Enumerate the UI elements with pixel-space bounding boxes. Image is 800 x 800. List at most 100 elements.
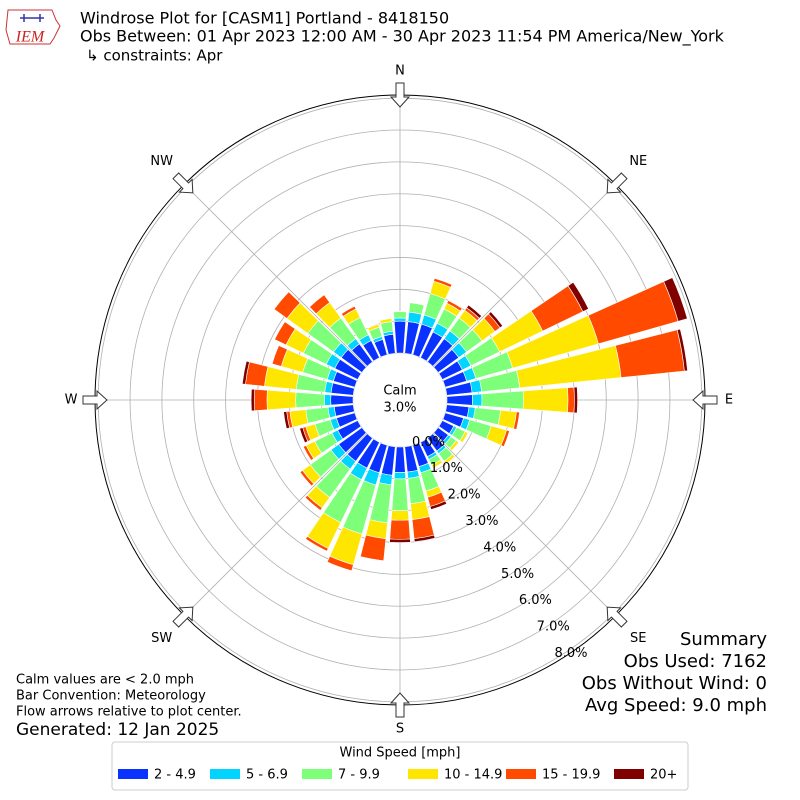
bar-segment: [446, 394, 473, 406]
bar-segment: [283, 411, 290, 430]
bar-segment: [299, 427, 309, 444]
bar-segment: [466, 304, 483, 319]
compass-label: W: [65, 393, 78, 408]
calm-label: Calm: [383, 384, 416, 399]
bar-segment: [330, 394, 354, 406]
legend-swatch: [302, 769, 332, 779]
compass-label: SE: [630, 631, 646, 646]
legend-swatch: [614, 769, 644, 779]
bar-segment: [410, 500, 430, 520]
grid-spoke: [184, 184, 368, 368]
compass-label: SW: [151, 631, 172, 646]
chart-title: Windrose Plot for [CASM1] Portland - 841…: [80, 9, 449, 28]
bar-segment: [497, 409, 517, 430]
bar-segment: [471, 393, 483, 407]
compass-arrow: [82, 389, 108, 411]
bar-segment: [393, 317, 407, 322]
legend: 2 - 4.9 5 - 6.9 7 - 9.9 10 - 14.9 15 - 19.9 2…: [118, 768, 677, 783]
legend-swatch: [118, 769, 148, 779]
legend-label: 15 - 19.9: [542, 768, 600, 783]
bar-segment: [434, 277, 453, 285]
bar-segment: [409, 302, 425, 306]
legend-swatch: [210, 769, 240, 779]
bar-segment: [676, 328, 688, 372]
logo-text: IEM: [15, 29, 46, 46]
summary: Obs Without Wind: 0: [582, 673, 767, 694]
note: Bar Convention: Meteorology: [16, 689, 206, 704]
bar-segment: [429, 500, 448, 510]
compass-arrow: [389, 692, 411, 718]
r-tick-label: 7.0%: [537, 620, 570, 635]
bar-segment: [367, 323, 379, 329]
note: Calm values are < 2.0 mph: [16, 673, 194, 688]
bar-segment: [273, 291, 289, 310]
r-tick-label: 1.0%: [430, 461, 463, 476]
r-tick-label: 6.0%: [519, 593, 552, 608]
summary: Summary: [680, 629, 767, 650]
calm-circle: [354, 354, 446, 446]
r-tick-label: 8.0%: [554, 646, 587, 661]
compass-arrow: [172, 172, 194, 194]
bar-segment: [411, 516, 435, 539]
bar-segment: [394, 446, 406, 473]
bar-segment: [615, 329, 685, 378]
legend-label: 20+: [650, 768, 677, 783]
legend-label: 2 - 4.9: [154, 768, 196, 783]
bar-segment: [359, 534, 387, 562]
calm-value: 3.0%: [383, 401, 416, 416]
r-tick-label: 5.0%: [501, 567, 534, 582]
bar-segment: [393, 471, 407, 480]
logo: IEM: [5, 9, 61, 46]
bar-segment: [522, 387, 569, 413]
grid-spoke: [432, 184, 616, 368]
bar-segment: [567, 281, 589, 313]
bar-segment: [289, 409, 309, 428]
bar-segment: [242, 360, 250, 385]
bar-segment: [481, 390, 524, 410]
compass-label: E: [725, 393, 733, 408]
bar-segment: [567, 386, 575, 414]
chart-subtitle: Obs Between: 01 Apr 2023 12:00 AM - 30 A…: [80, 27, 725, 47]
r-tick-label: 0.0%: [412, 435, 445, 450]
bar-segment: [393, 311, 407, 319]
logo-outline: [5, 9, 61, 45]
grid-spoke: [184, 432, 368, 616]
bar-segment: [250, 388, 255, 412]
bar-segment: [663, 277, 688, 322]
bar-segment: [390, 510, 410, 521]
compass-label: S: [396, 722, 404, 737]
generated: Generated: 12 Jan 2025: [16, 720, 219, 740]
legend-swatch: [408, 769, 438, 779]
summary: Obs Used: 7162: [624, 651, 767, 672]
bar-segment: [391, 478, 409, 512]
bar-segment: [360, 556, 384, 562]
note: Flow arrows relative to plot center.: [16, 705, 242, 720]
summary: Avg Speed: 9.0 mph: [585, 695, 767, 716]
bar-segment: [488, 311, 504, 329]
compass-arrow: [692, 389, 718, 411]
bar-segment: [573, 386, 578, 414]
logo-icon: [20, 14, 44, 22]
compass-label: NW: [150, 154, 173, 169]
bar-segment: [516, 412, 520, 430]
bar-segment: [295, 392, 325, 408]
bar-segment: [413, 534, 436, 543]
r-tick-label: 2.0%: [448, 488, 481, 503]
bar-segment: [389, 519, 411, 540]
r-tick-label: 3.0%: [465, 514, 498, 529]
compass-arrow: [172, 606, 194, 628]
bar-segment: [389, 538, 411, 543]
compass-label: N: [395, 64, 405, 79]
compass-arrow: [606, 606, 628, 628]
bar-segment: [299, 472, 312, 487]
legend-swatch: [506, 769, 536, 779]
bar-segment: [327, 561, 352, 572]
legend-label: 7 - 9.9: [338, 768, 380, 783]
legend-label: 10 - 14.9: [444, 768, 502, 783]
legend-title: Wind Speed [mph]: [340, 746, 461, 761]
bar-segment: [266, 389, 297, 411]
plot-area: Calm 3.0% 0.0% 1.0% 2.0% 3.0% 4.0% 5.0% 6.0% 7.0%…: [65, 64, 734, 737]
grid-spoke: [432, 432, 616, 616]
compass-arrow: [389, 82, 411, 108]
